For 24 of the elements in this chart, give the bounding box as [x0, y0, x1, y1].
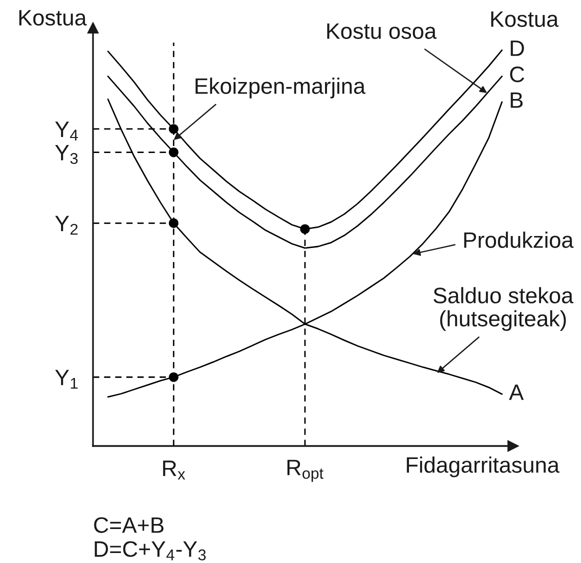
x-tick-label: R$_{opt}$ — [287, 460, 324, 482]
text: D=C+Y$_{4}$-Y$_{3}$ — [94, 541, 206, 560]
point — [300, 224, 310, 234]
point — [168, 218, 178, 228]
ref-line-label: Y$_{1}$ — [55, 370, 78, 389]
text: Kostu osoa — [327, 23, 437, 39]
series-label: A — [509, 384, 524, 400]
ref-line-label: Y$_{4}$ — [55, 122, 78, 140]
series-label: D — [510, 40, 524, 56]
annotation: Salduo stekoa (hutsegiteak) — [434, 287, 574, 331]
text: C=A+B — [94, 517, 164, 533]
x-axis-title: Fidagarritasuna — [406, 456, 560, 478]
ref-line-label: Y$_{3}$ — [55, 145, 78, 164]
point — [168, 372, 178, 382]
text: Kostua — [19, 10, 87, 26]
x-tick-label: R$_{x}$ — [163, 460, 186, 480]
point — [168, 124, 178, 134]
annotation: Produkzioa — [464, 232, 574, 248]
annotation: Ekoizpen-marjina — [196, 78, 366, 98]
ref-line-label: Y$_{2}$ — [55, 216, 78, 235]
y-axis-title: Kostua — [491, 11, 559, 27]
series-label: B — [510, 92, 523, 108]
point — [168, 147, 178, 158]
series-label: C — [510, 66, 524, 82]
